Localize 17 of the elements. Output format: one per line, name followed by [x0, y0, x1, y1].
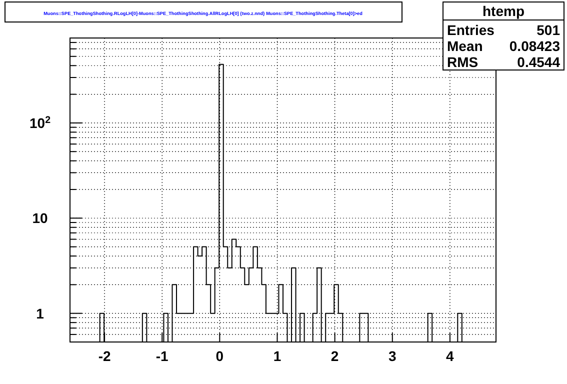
x-tick-label: 2 — [330, 348, 339, 364]
text: 0.4544 — [517, 54, 560, 70]
annotation: RMS — [447, 54, 478, 70]
annotation: Mean — [447, 38, 483, 54]
text: 0.08423 — [509, 38, 560, 54]
x-tick-label: 1 — [273, 348, 282, 364]
x-tick-label: 4 — [446, 348, 454, 364]
x-tick-label: 3 — [388, 348, 396, 364]
text: 501 — [536, 22, 560, 38]
y-tick-label: 10 — [32, 210, 48, 226]
annotation: Entries — [447, 22, 495, 38]
y-tick-label: 10$^{2}$ — [29, 114, 52, 131]
x-tick-label: -2 — [98, 348, 111, 364]
y-tick-label: 1 — [36, 305, 44, 322]
text: htemp — [482, 3, 524, 19]
x-tick-label: -1 — [156, 348, 169, 364]
x-tick-label: 0 — [216, 348, 224, 364]
